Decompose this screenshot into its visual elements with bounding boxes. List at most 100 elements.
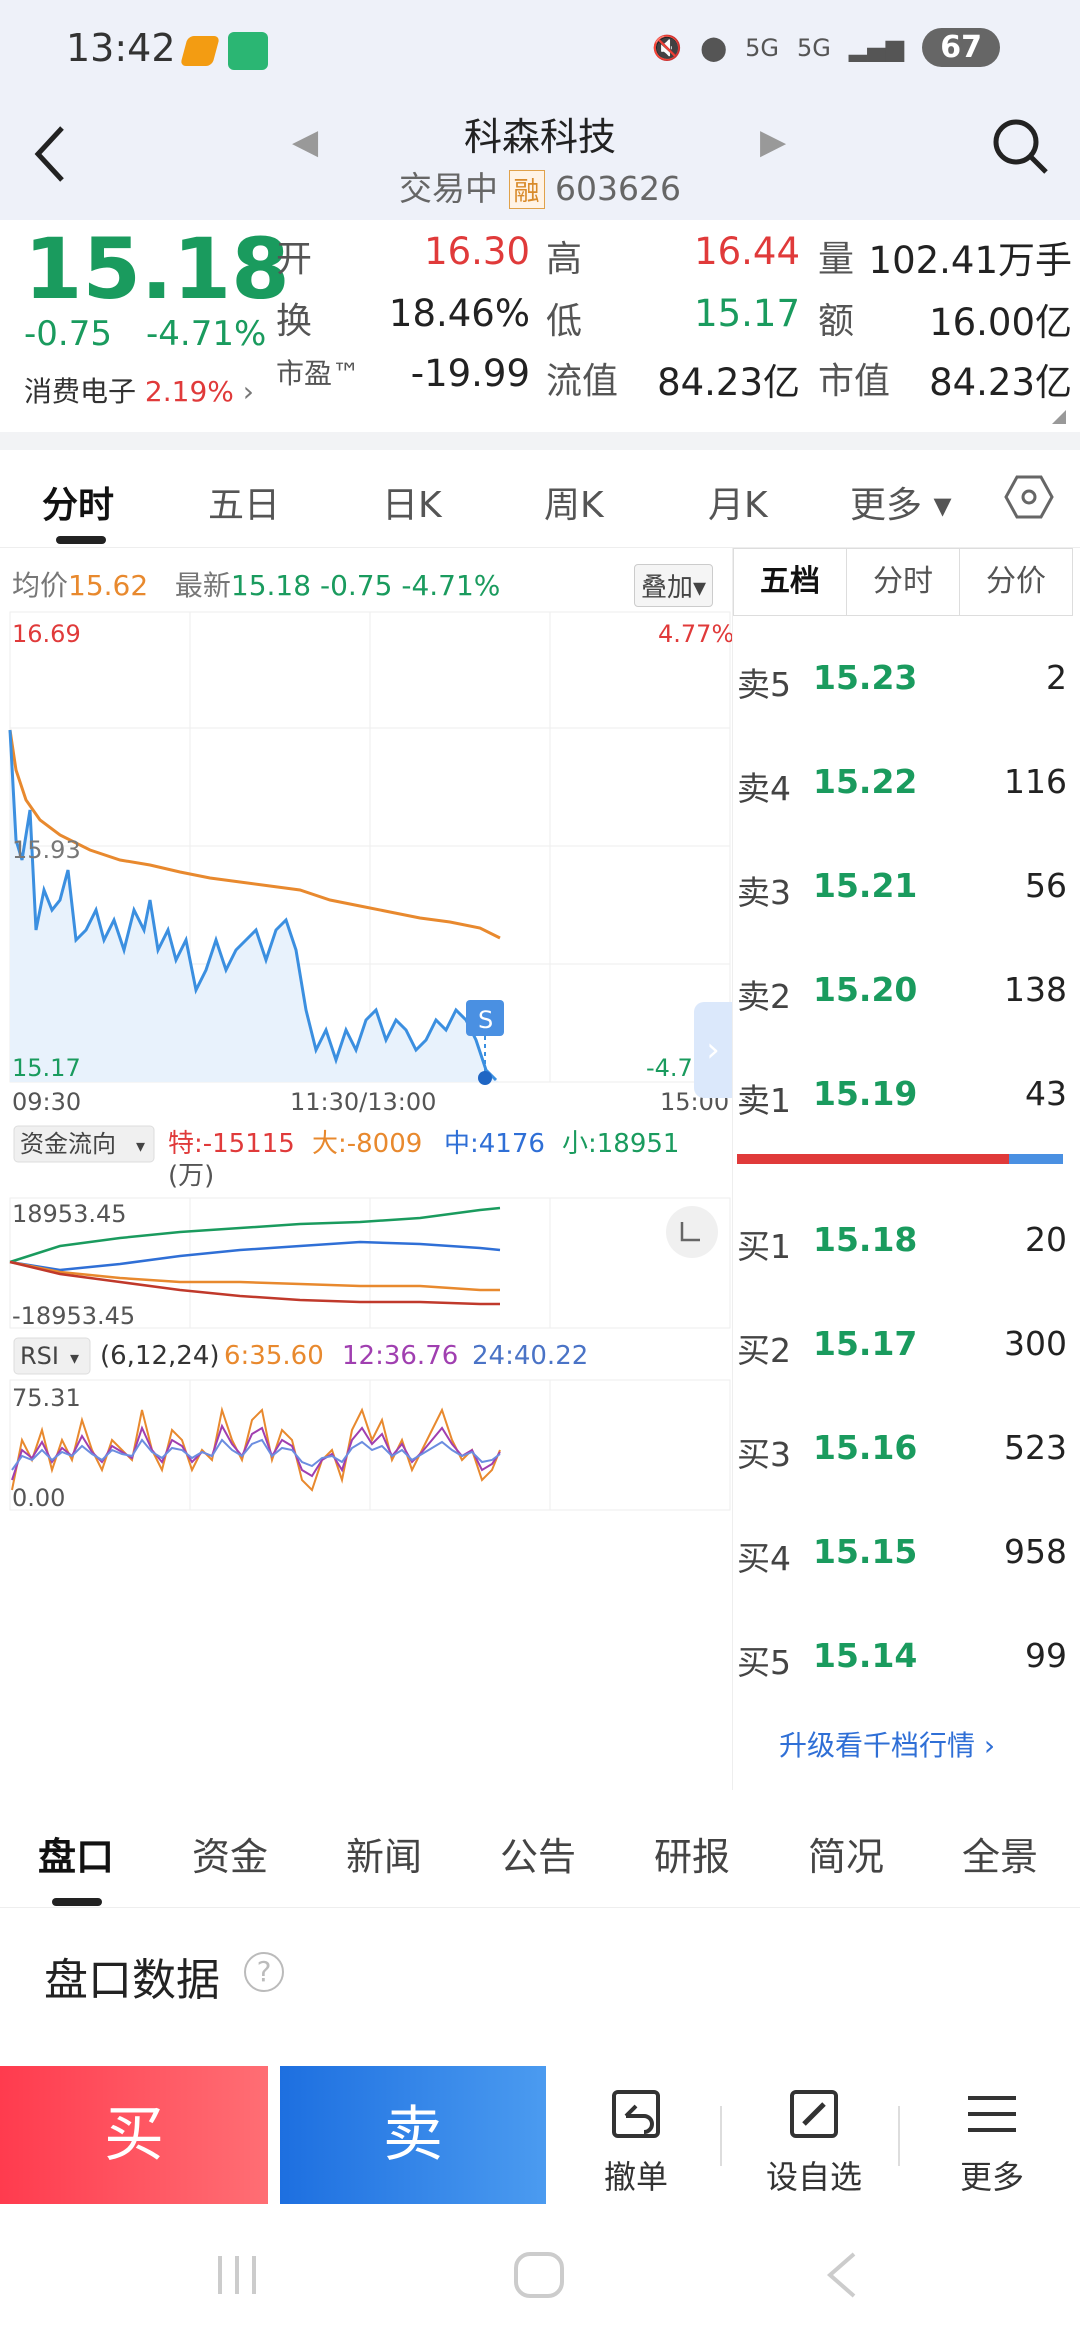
cancel-order-label: 撤单 <box>603 2158 668 2196</box>
cancel-order-icon <box>612 2090 660 2138</box>
status-icons: 🔇 ⬤ 5G 5G ▂▄▆ 67 <box>652 28 1000 67</box>
fund-unit: (万) <box>168 1161 214 1191</box>
order-book: 五档 分时 分价 卖5 15.23 2 卖4 15.22 116 卖3 15.21 56 卖… <box>732 548 1073 1790</box>
rsi-24: 24:40.22 <box>472 1341 588 1371</box>
tab-weekly-k[interactable]: 周K <box>544 485 604 526</box>
bid-row-2: 买2 15.17 300 <box>737 1324 1067 1370</box>
sell-button[interactable]: 卖 <box>280 2066 546 2204</box>
action-bar: 买 卖 撤单 设自选 更多 <box>0 2066 1080 2206</box>
system-nav-bar <box>0 2206 1080 2340</box>
price-change-pct: -4.71% <box>146 314 267 354</box>
buy-button[interactable]: 买 <box>0 2066 268 2204</box>
prev-stock-icon[interactable]: ◀ <box>292 122 319 162</box>
clock: 13:42 <box>66 26 176 70</box>
sector-link[interactable]: 消费电子 2.19% › <box>24 370 254 410</box>
float-cap-value: 84.23亿 <box>657 361 800 404</box>
back-icon[interactable] <box>20 114 80 194</box>
tab-announcements[interactable]: 公告 <box>500 1835 577 1879</box>
fund-da: 大:-8009 <box>312 1129 422 1159</box>
signal-app-icon <box>228 32 268 70</box>
help-icon[interactable]: ? <box>244 1952 284 1992</box>
pe-label: 市盈™ <box>276 357 361 390</box>
volume-label: 量 <box>818 239 855 280</box>
fullscreen-icon <box>680 1222 700 1242</box>
settings-hexagon-icon[interactable] <box>1004 472 1054 522</box>
pct-top-label: 4.77% <box>658 620 732 648</box>
search-icon[interactable] <box>988 114 1052 178</box>
fund-flow-dropdown[interactable] <box>13 1125 155 1163</box>
network-5g-icon: 5G <box>745 33 779 62</box>
tab-underline <box>56 536 106 544</box>
rsi-12: 12:36.76 <box>342 1341 458 1371</box>
amount-value: 16.00亿 <box>929 301 1072 344</box>
market-cap-value: 84.23亿 <box>929 361 1072 404</box>
current-price: 15.18 <box>24 220 290 318</box>
tab-ticks[interactable]: 分时 <box>847 549 960 615</box>
tab-monthly-k[interactable]: 月K <box>708 485 768 526</box>
float-cap-label: 流值 <box>546 361 619 402</box>
battery-icon: 67 <box>922 28 1000 67</box>
expand-corner-icon[interactable] <box>1052 410 1066 424</box>
time-start: 09:30 <box>12 1088 81 1116</box>
bid-row-5: 买5 15.14 99 <box>737 1636 1067 1682</box>
sector-name: 消费电子 <box>24 375 137 408</box>
avg-line <box>8 729 501 940</box>
y-mid-label: 15.93 <box>12 836 81 864</box>
recent-apps-icon[interactable] <box>212 2252 262 2298</box>
open-label: 开 <box>276 239 313 280</box>
sell-marker[interactable] <box>466 1000 504 1036</box>
trading-status: 交易中 <box>399 169 498 208</box>
ask-row-1: 卖1 15.19 43 <box>737 1074 1067 1120</box>
rsi-6: 6:35.60 <box>224 1341 324 1371</box>
tab-handicap[interactable]: 盘口 <box>38 1835 115 1879</box>
add-watchlist-label: 设自选 <box>765 2158 862 2196</box>
home-icon[interactable] <box>512 2250 566 2300</box>
fund-zhong: 中:4176 <box>444 1129 545 1159</box>
stock-subtitle: 交易中 融 603626 <box>0 162 1080 210</box>
menu-icon <box>968 2096 1016 2132</box>
volume-value: 102.41万手 <box>868 239 1072 282</box>
collapse-handle[interactable]: › <box>694 1002 732 1098</box>
low-label: 低 <box>546 301 583 342</box>
latest-label: 最新 <box>174 569 231 602</box>
mute-icon: 🔇 <box>652 33 683 62</box>
divider <box>0 432 1080 450</box>
fullscreen-button[interactable] <box>666 1206 718 1258</box>
more-button[interactable]: 更多 <box>922 2084 1062 2198</box>
price-area <box>10 730 500 1082</box>
overlay-button[interactable]: 叠加▾ <box>634 564 714 607</box>
chart-area: 均价15.62 最新15.18 -0.75 -4.71% 叠加▾ S 16.69… <box>0 548 732 1790</box>
tab-funds[interactable]: 资金 <box>192 1835 269 1879</box>
cancel-order-button[interactable]: 撤单 <box>566 2084 706 2198</box>
latest-pct: -4.71% <box>401 569 501 602</box>
fund-xiao: 小:18951 <box>562 1129 679 1159</box>
status-bar: 13:42 🔇 ⬤ 5G 5G ▂▄▆ 67 <box>0 0 1080 100</box>
tab-news[interactable]: 新闻 <box>346 1835 423 1879</box>
ask-row-4: 卖4 15.22 116 <box>737 762 1067 808</box>
nav-back-icon[interactable] <box>822 2250 862 2300</box>
tab-price-volume[interactable]: 分价 <box>986 564 1046 599</box>
separator <box>720 2106 722 2166</box>
intraday-chart: S 16.69 15.93 15.17 4.77% -4.77% 09:30 1… <box>8 611 732 1512</box>
tab-profile[interactable]: 简况 <box>808 1835 885 1879</box>
time-mid: 11:30/13:00 <box>290 1088 436 1116</box>
tab-overview[interactable]: 全景 <box>962 1835 1039 1879</box>
tab-more[interactable]: 更多 ▾ <box>850 485 952 526</box>
sell-marker-label: S <box>478 1006 493 1034</box>
tab-research[interactable]: 研报 <box>654 1835 731 1879</box>
add-watchlist-button[interactable]: 设自选 <box>744 2084 884 2198</box>
ask-row-2: 卖2 15.20 138 <box>737 970 1067 1016</box>
tab-five-levels[interactable]: 五档 <box>734 549 847 615</box>
edit-icon <box>790 2090 838 2138</box>
app-notification-icon <box>179 36 221 66</box>
price-line <box>8 729 498 1082</box>
tab-intraday[interactable]: 分时 <box>42 485 115 526</box>
tab-daily-k[interactable]: 日K <box>382 485 442 526</box>
y-bottom-label: 15.17 <box>12 1054 81 1082</box>
rsi-dropdown[interactable] <box>13 1337 91 1375</box>
pe-value: -19.99 <box>410 352 530 395</box>
upgrade-level-link[interactable]: 升级看千档行情 › <box>779 1729 996 1762</box>
section-title: 盘口数据 <box>44 1955 220 2006</box>
next-stock-icon[interactable]: ▶ <box>760 122 787 162</box>
tab-five-day[interactable]: 五日 <box>208 485 281 526</box>
